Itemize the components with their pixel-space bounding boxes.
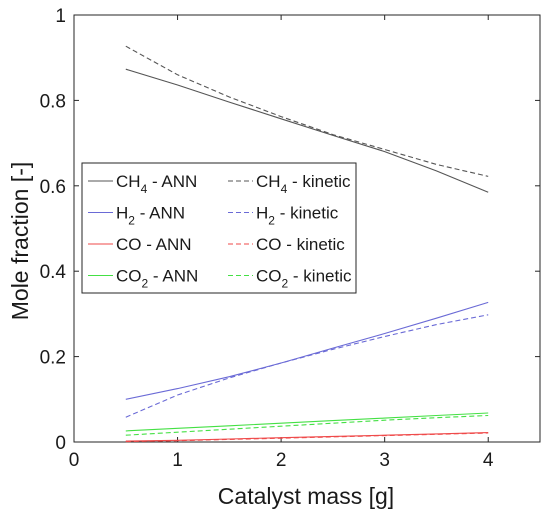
y-tick-label: 0.6 bbox=[40, 177, 66, 198]
x-tick-label: 2 bbox=[276, 450, 287, 471]
x-tick-label: 3 bbox=[379, 450, 390, 471]
x-axis-label: Catalyst mass [g] bbox=[218, 483, 394, 509]
series-line-h2-ann bbox=[125, 301, 489, 400]
y-axis-label: Mole fraction [-] bbox=[7, 162, 33, 321]
legend-entry-ch4-ann: CH4 - ANN bbox=[116, 172, 197, 196]
series-line-co-kinetic bbox=[125, 432, 489, 443]
y-tick-label: 1 bbox=[55, 6, 66, 27]
plot-frame bbox=[73, 14, 541, 443]
y-tick-label: 0.8 bbox=[40, 91, 66, 112]
legend-entry-co-kinetic: CO - kinetic bbox=[256, 235, 345, 254]
plot-axes: 0 1 2 3 4 0 0.2 0.4 0.6 0.8 1 bbox=[40, 6, 541, 471]
legend-box bbox=[81, 162, 357, 294]
series-line-ch4-kinetic bbox=[125, 45, 489, 177]
series-lines bbox=[125, 45, 489, 443]
legend-entry-ch4-kinetic: CH4 - kinetic bbox=[256, 172, 351, 196]
series-line-co2-kinetic bbox=[125, 414, 489, 436]
legend-entry-co2-ann: CO2 - ANN bbox=[116, 267, 198, 291]
x-tick-label: 1 bbox=[172, 450, 183, 471]
y-tick-label: 0.4 bbox=[40, 262, 67, 283]
legend-entry-co-ann: CO - ANN bbox=[116, 235, 192, 254]
series-line-h2-kinetic bbox=[125, 314, 489, 418]
legend-entry-h2-kinetic: H2 - kinetic bbox=[256, 204, 339, 228]
x-tick-label: 4 bbox=[483, 450, 494, 471]
y-tick-label: 0 bbox=[55, 433, 66, 454]
legend: CH4 - ANN CH4 - kinetic H2 - ANN H2 - kinet… bbox=[81, 162, 357, 294]
x-tick-label: 0 bbox=[69, 450, 80, 471]
series-line-ch4-ann bbox=[125, 68, 489, 193]
series-line-co2-ann bbox=[125, 412, 489, 432]
legend-entry-co2-kinetic: CO2 - kinetic bbox=[256, 267, 352, 291]
y-tick-label: 0.2 bbox=[40, 348, 66, 369]
legend-entry-h2-ann: H2 - ANN bbox=[116, 204, 185, 228]
